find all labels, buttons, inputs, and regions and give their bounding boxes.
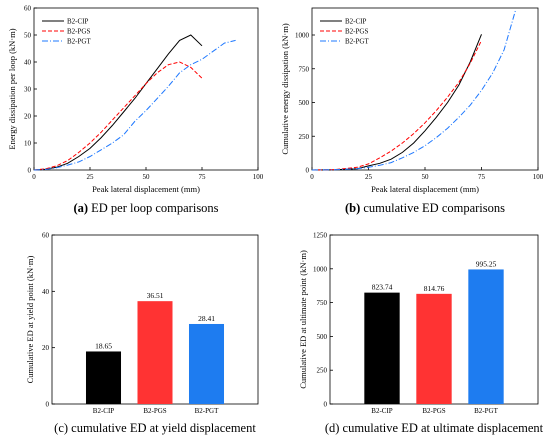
y-tick-label: 20: [42, 344, 50, 352]
series-line-b2-pgs: [33, 61, 203, 171]
x-tick-label: 50: [143, 173, 151, 181]
caption: (b) cumulative ED comparisons: [345, 201, 505, 215]
y-tick-label: 0: [46, 401, 50, 409]
y-tick-label: 500: [299, 99, 310, 107]
bar-b2-pgs: [137, 301, 173, 404]
x-tick-label: 50: [422, 173, 430, 181]
y-tick-label: 750: [299, 65, 310, 73]
y-tick-label: 30: [24, 86, 32, 94]
y-tick-label: 0: [28, 167, 32, 175]
caption-letter: (a): [73, 201, 88, 215]
y-tick-label: 1000: [313, 265, 328, 273]
y-tick-label: 50: [24, 32, 32, 40]
y-tick-label: 250: [317, 367, 328, 375]
legend-label: B2-PGT: [67, 38, 91, 46]
x-category-label: B2-CIP: [371, 407, 393, 415]
bar-value-label: 995.25: [476, 259, 497, 268]
series-line-b2-pgt: [311, 10, 516, 171]
series-line-b2-cip: [311, 34, 482, 171]
x-category-label: B2-PGT: [195, 407, 219, 415]
legend-label: B2-PGT: [345, 38, 369, 46]
y-tick-label: 20: [24, 113, 32, 121]
chart-d: 0 250 500 750 1000 1250 Cumulative ED at ultim…: [298, 232, 544, 436]
y-tick-label: 40: [24, 59, 32, 67]
legend-label: B2-PGS: [67, 28, 90, 36]
bar-value-label: 36.51: [147, 291, 164, 300]
bar-b2-pgt: [188, 323, 225, 404]
chart-a: 0 25 50 75 100 0 10 20 30 40 50 60 Peak lateral disp…: [7, 5, 264, 216]
legend-label: B2-CIP: [345, 18, 367, 26]
bar-b2-pgs: [416, 293, 452, 404]
x-tick-label: 0: [32, 173, 36, 181]
x-axis-label: Peak lateral displacement (mm): [371, 184, 479, 194]
x-category-label: B2-PGT: [474, 407, 498, 415]
y-axis-label: Energy dissipation per loop (kN·m): [7, 28, 17, 149]
x-tick-label: 25: [87, 173, 95, 181]
caption: (c) cumulative ED at yield displacement: [54, 421, 256, 435]
x-tick-label: 0: [310, 173, 314, 181]
bar-value-label: 814.76: [424, 284, 445, 293]
x-category-label: B2-PGS: [143, 407, 166, 415]
y-tick-label: 1250: [313, 232, 328, 240]
bar-b2-cip: [85, 351, 122, 404]
y-tick-label: 60: [42, 232, 50, 240]
y-tick-label: 500: [317, 333, 328, 341]
x-tick-label: 75: [478, 173, 486, 181]
x-tick-label: 100: [533, 173, 544, 181]
y-axis-label: Cumulative energy dissipation (kN·m): [280, 23, 290, 155]
y-tick-label: 0: [306, 167, 310, 175]
y-axis-label: Cumulative ED at ultimate point (kN·m): [298, 250, 308, 389]
x-category-label: B2-CIP: [93, 407, 115, 415]
legend-label: B2-PGS: [345, 28, 368, 36]
caption-letter: (b): [345, 201, 360, 215]
y-axis-label: Cumulative ED at yield point (kN·m): [25, 255, 35, 383]
caption: (d) cumulative ED at ultimate displaceme…: [325, 421, 544, 435]
chart-c: 0 20 40 60 Cumulative ED at yield point (kN·…: [25, 232, 259, 435]
caption-text: cumulative ED comparisons: [360, 201, 505, 215]
y-tick-label: 1000: [295, 32, 310, 40]
y-tick-label: 60: [24, 5, 32, 13]
legend-label: B2-CIP: [67, 18, 89, 26]
bar-b2-cip: [364, 292, 400, 404]
caption-text: ED per loop comparisons: [88, 201, 219, 215]
y-tick-label: 0: [324, 401, 328, 409]
y-tick-label: 250: [299, 133, 310, 141]
bar-value-label: 18.65: [95, 341, 112, 350]
y-tick-label: 750: [317, 299, 328, 307]
series-line-b2-cip: [33, 34, 203, 171]
x-tick-label: 75: [199, 173, 207, 181]
bar-value-label: 28.41: [198, 314, 215, 323]
x-tick-label: 25: [365, 173, 373, 181]
caption: (a) ED per loop comparisons: [73, 201, 218, 215]
x-tick-label: 100: [253, 173, 264, 181]
x-category-label: B2-PGS: [422, 407, 445, 415]
series-line-b2-pgs: [311, 40, 482, 171]
x-axis-label: Peak lateral displacement (mm): [92, 184, 200, 194]
y-tick-label: 10: [24, 140, 32, 148]
bar-b2-pgt: [468, 269, 504, 404]
y-tick-label: 40: [42, 288, 50, 296]
bar-value-label: 823.74: [372, 283, 393, 292]
series-line-b2-pgt: [33, 39, 236, 171]
